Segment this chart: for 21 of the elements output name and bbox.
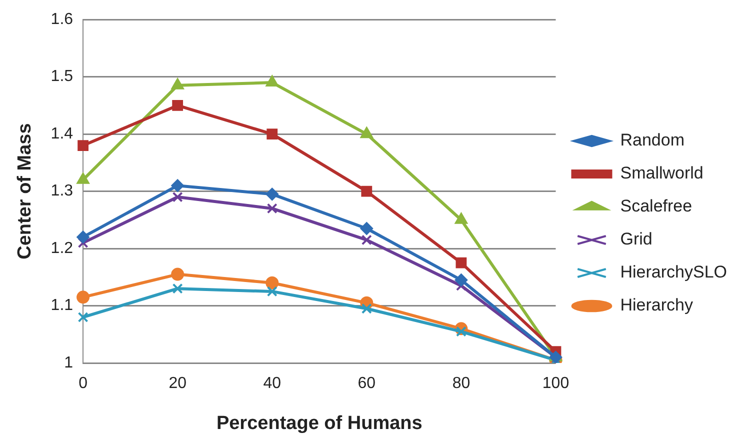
- y-tick-label: 1.2: [50, 240, 74, 257]
- y-tick-label: 1: [64, 354, 74, 372]
- y-tick-label: 1.1: [50, 297, 74, 314]
- x-tick-label: 20: [168, 375, 187, 392]
- y-tick-label: 1.6: [50, 11, 74, 28]
- x-tick-label: 80: [452, 375, 470, 392]
- x-tick-label: 60: [358, 375, 376, 392]
- x-tick-label: 0: [78, 375, 88, 392]
- legend-label: Scalefree: [620, 196, 692, 216]
- x-tick-label: 40: [263, 375, 282, 392]
- x-tick-label: 100: [542, 375, 570, 392]
- legend-label: HierarchySLO: [620, 262, 728, 282]
- legend-label: Smallworld: [620, 164, 704, 183]
- legend-label: Hierarchy: [620, 296, 694, 315]
- y-tick-label: 1.4: [50, 125, 74, 142]
- y-tick-label: 1.3: [50, 182, 74, 200]
- legend-label: Random: [620, 130, 685, 150]
- y-axis-title: Center of Mass: [14, 123, 36, 260]
- y-tick-label: 1.5: [50, 68, 74, 86]
- legend-label: Grid: [620, 230, 652, 249]
- x-axis-title: Percentage of Humans: [216, 412, 422, 434]
